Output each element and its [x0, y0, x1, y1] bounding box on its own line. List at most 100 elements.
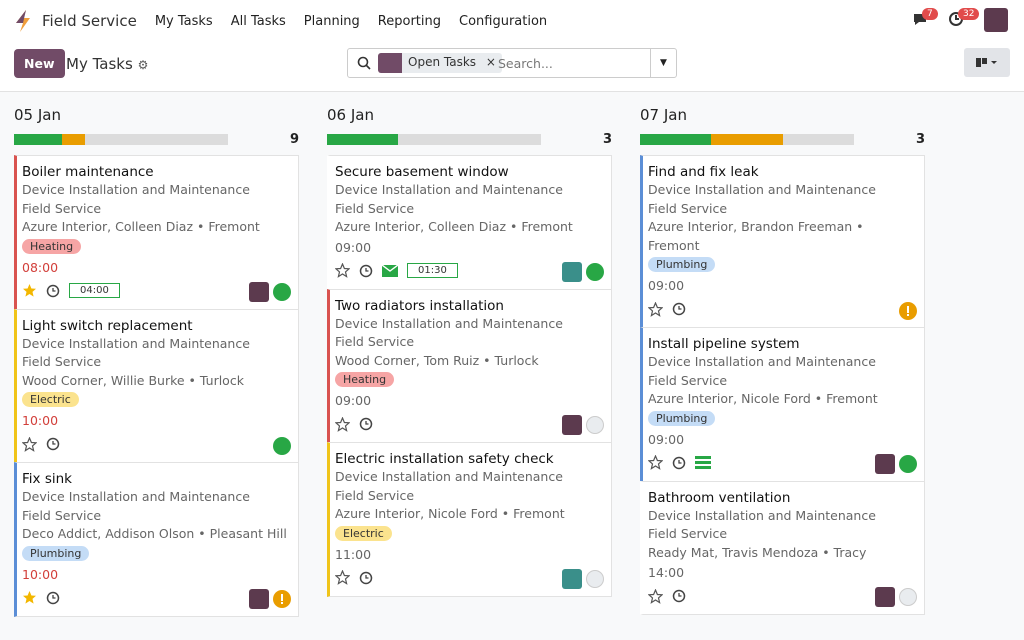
task-time: 10:00 [22, 566, 59, 582]
task-title: Find and fix leak [648, 164, 759, 180]
assignee-avatar[interactable] [249, 281, 269, 302]
navbar: Field Service My Tasks All Tasks Planning R… [0, 0, 1024, 42]
priority-star[interactable] [22, 590, 37, 605]
task-footer [22, 586, 290, 610]
timer-badge: 04:00 [69, 283, 120, 298]
card-right [875, 587, 917, 607]
task-tag: Electric [22, 392, 79, 407]
assignee-avatar[interactable] [562, 261, 582, 282]
priority-star[interactable] [335, 416, 350, 432]
user-avatar[interactable] [984, 8, 1008, 32]
assignee-avatar[interactable] [875, 453, 895, 474]
messages[interactable]: 7 [912, 7, 938, 30]
menu-item[interactable]: My Tasks [154, 14, 213, 29]
assignee-avatar[interactable] [875, 587, 895, 607]
progress-segment [85, 134, 228, 145]
priority-star[interactable] [22, 436, 37, 452]
activity-clock[interactable] [359, 417, 373, 431]
task-card[interactable]: Find and fix leak Device Installation and… [640, 155, 925, 328]
task-footer: 04:00 [22, 279, 290, 303]
task-title: Install pipeline system [648, 336, 800, 352]
priority-star[interactable] [648, 301, 663, 317]
task-company: Field Service [648, 200, 728, 216]
task-title: Fix sink [22, 471, 72, 487]
menu-item[interactable]: Configuration [459, 14, 548, 29]
search-bar[interactable]: Open Tasks × Search... ▼ [347, 48, 677, 78]
systray: 7 32 [912, 7, 1008, 32]
activity-clock[interactable] [672, 302, 686, 316]
task-company: Field Service [22, 200, 102, 216]
task-tag: Plumbing [648, 257, 716, 272]
menu-item[interactable]: Planning [303, 14, 360, 29]
task-time: 09:00 [648, 278, 685, 293]
app-name[interactable]: Field Service [42, 12, 137, 30]
task-company: Field Service [648, 372, 728, 388]
activity-clock[interactable] [672, 589, 686, 603]
task-card[interactable]: Fix sink Device Installation and Maintena… [14, 462, 299, 617]
view-switcher[interactable] [964, 48, 1010, 77]
priority-star[interactable] [335, 570, 350, 585]
state-indicator[interactable] [899, 588, 917, 606]
task-company: Field Service [335, 487, 415, 503]
menu-item[interactable]: Reporting [377, 14, 441, 29]
task-card[interactable]: Electric installation safety check Device… [327, 442, 612, 597]
priority-star[interactable] [648, 588, 663, 604]
card-right [875, 453, 917, 474]
state-indicator[interactable] [899, 454, 917, 473]
state-indicator[interactable] [273, 589, 291, 608]
state-indicator[interactable] [273, 282, 291, 301]
search-facet[interactable]: Open Tasks × [378, 53, 502, 73]
new-button[interactable]: New [14, 49, 65, 78]
search-placeholder[interactable]: Search... [498, 56, 553, 71]
assignee-avatar[interactable] [249, 588, 269, 609]
activity-clock[interactable] [359, 571, 373, 585]
column-date: 07 Jan [640, 106, 687, 124]
assignee-avatar[interactable] [562, 568, 582, 589]
state-indicator[interactable] [586, 416, 604, 434]
state-indicator[interactable] [899, 302, 917, 320]
state-indicator[interactable] [586, 262, 604, 281]
progress-segment [398, 134, 541, 145]
task-card[interactable]: Bathroom ventilation Device Installation … [640, 480, 925, 615]
task-card[interactable]: Install pipeline system Device Installati… [640, 327, 925, 482]
task-project: Device Installation and Maintenance [335, 182, 563, 197]
task-time: 10:00 [22, 413, 59, 428]
task-card[interactable]: Boiler maintenance Device Installation an… [14, 155, 299, 310]
activity-clock[interactable] [46, 284, 60, 298]
task-project: Device Installation and Maintenance [648, 182, 876, 197]
menu-item[interactable]: All Tasks [230, 14, 286, 29]
task-card[interactable]: Secure basement window Device Installatio… [327, 155, 612, 290]
card-right [899, 302, 917, 320]
tag-row: Electric [335, 524, 603, 544]
task-card[interactable]: Two radiators installation Device Install… [327, 288, 612, 443]
state-indicator[interactable] [273, 437, 291, 455]
priority-star[interactable] [648, 455, 663, 470]
task-customer: Wood Corner, Tom Ruiz • Turlock [335, 352, 539, 368]
tag-row: Heating [22, 237, 290, 257]
assignee-avatar[interactable] [562, 415, 582, 435]
task-title: Secure basement window [335, 164, 509, 180]
activities[interactable]: 32 [948, 7, 980, 30]
task-customer: Azure Interior, Nicole Ford • Fremont [335, 506, 565, 521]
progress-segment [782, 134, 854, 145]
task-project: Device Installation and Maintenance [22, 335, 250, 351]
activity-clock[interactable] [46, 591, 60, 605]
mail-icon[interactable] [382, 264, 398, 277]
task-footer [648, 297, 916, 321]
progress-segment [327, 134, 399, 145]
progress-bar [14, 134, 228, 145]
activity-clock[interactable] [672, 456, 686, 470]
progress-segment [640, 134, 712, 145]
priority-star[interactable] [22, 283, 37, 298]
checklist-icon[interactable] [695, 456, 711, 469]
activity-clock[interactable] [46, 437, 60, 451]
progress-bar [327, 134, 541, 145]
activity-clock[interactable] [359, 264, 373, 278]
task-card[interactable]: Light switch replacement Device Installat… [14, 308, 299, 463]
state-indicator[interactable] [586, 569, 604, 588]
task-project: Device Installation and Maintenance [22, 182, 250, 197]
priority-star[interactable] [335, 263, 350, 278]
task-company: Field Service [22, 507, 102, 523]
task-title: Bathroom ventilation [648, 489, 791, 506]
